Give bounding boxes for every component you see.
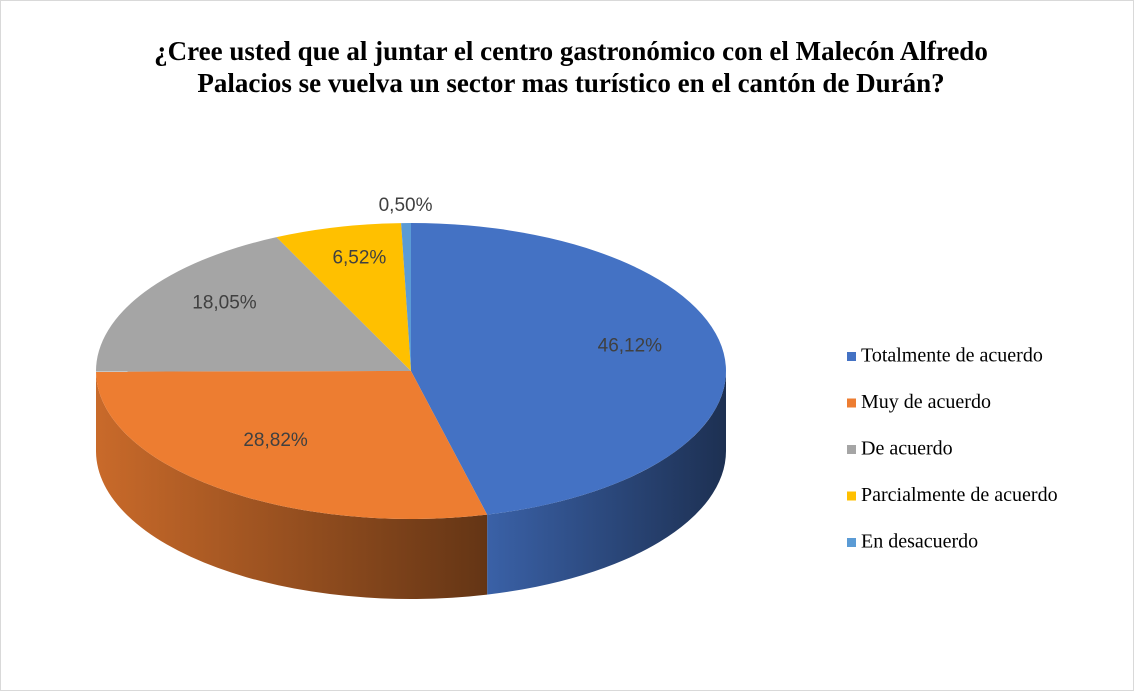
data-label: 18,05% bbox=[192, 293, 257, 314]
pie-slice bbox=[96, 371, 488, 519]
legend-swatch bbox=[847, 352, 856, 361]
data-label: 28,82% bbox=[243, 430, 308, 451]
legend-swatch bbox=[847, 445, 856, 454]
legend-label: Totalmente de acuerdo bbox=[861, 345, 1043, 367]
legend-label: Parcialmente de acuerdo bbox=[861, 484, 1058, 506]
chart-title: ¿Cree usted que al juntar el centro gast… bbox=[154, 36, 988, 98]
data-label: 6,52% bbox=[332, 247, 386, 268]
data-label: 0,50% bbox=[379, 195, 433, 216]
data-label: 46,12% bbox=[598, 335, 663, 356]
legend-swatch bbox=[847, 491, 856, 501]
pie-slice bbox=[411, 223, 727, 515]
legend-label: En desacuerdo bbox=[861, 531, 978, 553]
legend-label: De acuerdo bbox=[861, 438, 953, 460]
legend-swatch bbox=[847, 398, 856, 408]
legend-label: Muy de acuerdo bbox=[861, 391, 991, 413]
pie-slice bbox=[401, 223, 411, 371]
legend-swatch bbox=[847, 538, 856, 547]
pie-side bbox=[96, 371, 488, 599]
pie-side bbox=[487, 371, 726, 595]
pie-slice bbox=[276, 223, 411, 371]
pie-slice bbox=[95, 237, 411, 372]
